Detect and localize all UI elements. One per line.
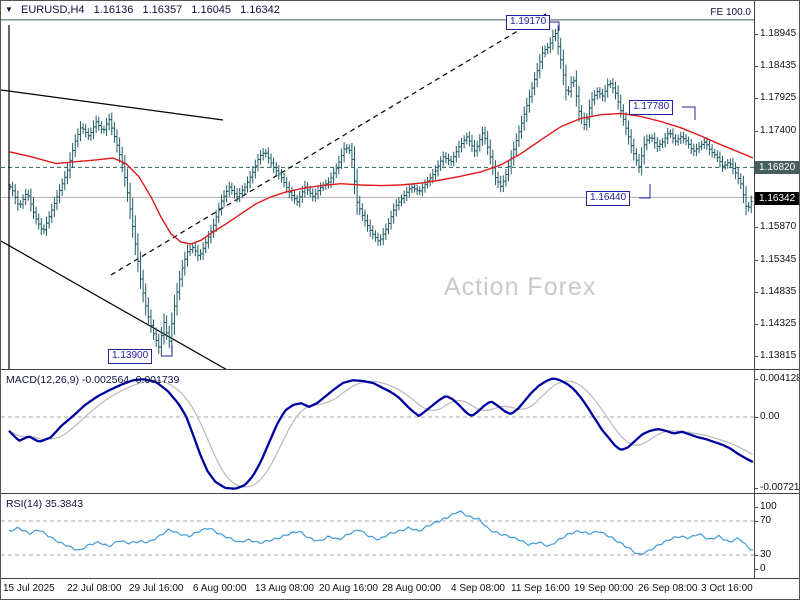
low-value: 1.16045	[191, 4, 232, 16]
price-chart-canvas	[1, 13, 754, 369]
time-axis-label: 11 Sep 16:00	[511, 583, 570, 594]
price-axis-label: 1.13815	[760, 350, 797, 361]
time-axis-label: 3 Oct 16:00	[701, 583, 753, 594]
trendline	[1, 240, 227, 369]
axis-tick	[754, 417, 758, 418]
price-level-label: 1.16440	[586, 191, 631, 206]
price-axis-label: 1.17925	[760, 92, 797, 103]
axis-tick	[754, 34, 758, 35]
axis-tick	[754, 227, 758, 228]
axis-tick	[754, 488, 758, 489]
rsi-axis-label: 30	[760, 549, 772, 560]
rsi-label: RSI(14) 35.3843	[6, 498, 84, 510]
axis-tick	[754, 324, 758, 325]
price-level-label: 1.19170	[506, 15, 551, 30]
price-level-label: 1.17780	[629, 100, 674, 115]
price-panel: Action Forex ▼ EURUSD,H4 1.16136 1.16357…	[1, 1, 754, 369]
rsi-panel: RSI(14) 35.3843	[1, 494, 754, 578]
axis-tick	[754, 66, 758, 67]
axis-tick	[754, 569, 758, 570]
label-connector	[639, 184, 651, 199]
time-axis-label: 6 Aug 00:00	[193, 583, 247, 594]
time-axis-label: 13 Aug 08:00	[255, 583, 314, 594]
symbol-period: EURUSD,H4	[20, 4, 85, 16]
rsi-axis-label: 70	[760, 515, 772, 526]
macd-signal-line	[8, 379, 754, 488]
panel-separator	[1, 578, 799, 579]
time-axis-label: 26 Sep 08:00	[638, 583, 698, 594]
axis-tick	[754, 131, 758, 132]
rsi-canvas	[1, 510, 754, 556]
macd-axis-label: 0.00	[760, 411, 780, 422]
panel-separator	[1, 369, 799, 370]
chevron-down-icon[interactable]: ▼	[5, 5, 13, 14]
time-axis-label: 4 Sep 08:00	[451, 583, 505, 594]
fibonacci-extension-label: FE 100.0	[710, 7, 751, 18]
high-value: 1.16357	[142, 4, 183, 16]
macd-axis-label: -0.007216	[760, 482, 800, 493]
ohlc-bars	[8, 25, 753, 356]
price-axis-label: 1.14835	[760, 286, 797, 297]
axis-tick	[754, 521, 758, 522]
macd-panel: MACD(12,26,9) -0.002564 -0.001739	[1, 370, 754, 493]
time-axis-label: 22 Jul 08:00	[67, 583, 122, 594]
time-axis-label: 28 Aug 00:00	[382, 583, 441, 594]
price-axis-label: 1.15345	[760, 254, 797, 265]
macd-main-line	[8, 377, 754, 490]
axis-tick	[754, 379, 758, 380]
rsi-axis-label: 100	[760, 501, 777, 512]
watermark: Action Forex	[444, 273, 597, 301]
time-axis-label: 20 Aug 16:00	[319, 583, 378, 594]
macd-axis-label: 0.004128	[760, 373, 800, 384]
label-connector	[682, 106, 696, 120]
price-axis-label: 1.17400	[760, 125, 797, 136]
time-axis-label: 15 Jul 2025	[3, 583, 55, 594]
trendline	[1, 89, 224, 121]
axis-tick	[754, 292, 758, 293]
price-axis-label: 1.15870	[760, 221, 797, 232]
axis-tick	[754, 98, 758, 99]
label-connector	[549, 21, 560, 31]
axis-tick	[754, 260, 758, 261]
price-axis-border	[754, 1, 755, 578]
red-ma-line	[8, 112, 754, 245]
price-axis-badge: 1.16820	[755, 160, 799, 174]
chart-title: ▼ EURUSD,H4 1.16136 1.16357 1.16045 1.16…	[5, 4, 280, 16]
close-value: 1.16342	[240, 4, 280, 16]
price-axis-badge: 1.16342	[755, 191, 799, 205]
price-axis-label: 1.18435	[760, 60, 797, 71]
label-connector	[161, 345, 173, 357]
rsi-main-line	[8, 510, 753, 555]
price-axis-label: 1.18945	[760, 28, 797, 39]
time-axis-label: 19 Sep 00:00	[574, 583, 634, 594]
open-value: 1.16136	[93, 4, 134, 16]
panel-separator	[1, 493, 799, 494]
macd-label: MACD(12,26,9) -0.002564 -0.001739	[6, 374, 180, 386]
dashed-trendline	[110, 13, 547, 276]
macd-canvas	[1, 377, 754, 490]
axis-tick	[754, 356, 758, 357]
axis-tick	[754, 555, 758, 556]
price-axis-label: 1.14325	[760, 318, 797, 329]
price-level-label: 1.13900	[108, 349, 153, 364]
axis-tick	[754, 507, 758, 508]
rsi-axis-label: 0	[760, 563, 766, 574]
time-axis: 15 Jul 2025 22 Jul 08:00 29 Jul 16:00 6 Aug…	[1, 581, 799, 599]
time-axis-label: 29 Jul 16:00	[129, 583, 184, 594]
